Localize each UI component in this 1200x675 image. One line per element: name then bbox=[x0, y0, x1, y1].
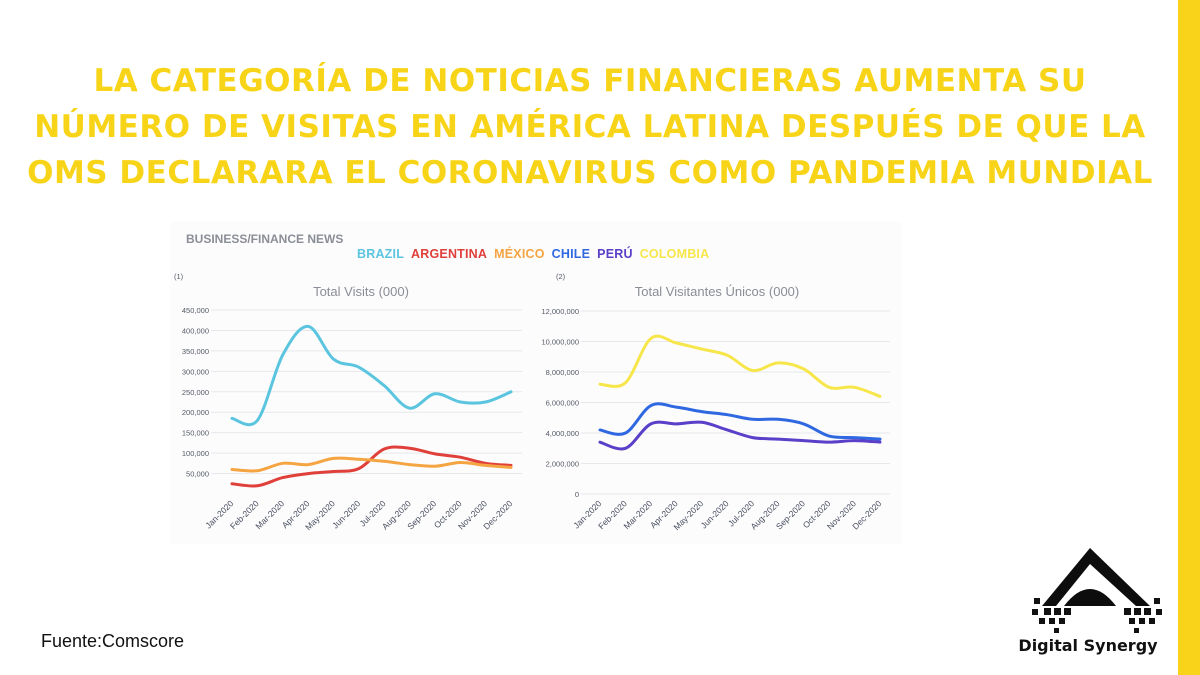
chart-panel bbox=[170, 222, 902, 544]
chart2-y-tick-label: 10,000,000 bbox=[541, 338, 579, 347]
chart2-y-tick-label: 2,000,000 bbox=[546, 460, 579, 469]
chart1-y-tick-label: 300,000 bbox=[182, 367, 209, 376]
digital-synergy-logo-icon bbox=[1032, 548, 1162, 633]
chart1-number-label: (1) bbox=[174, 272, 184, 281]
chart2-y-tick-label: 12,000,000 bbox=[541, 307, 579, 316]
chart1-y-tick-label: 350,000 bbox=[182, 347, 209, 356]
page-title: LA CATEGORÍA DE NOTICIAS FINANCIERAS AUM… bbox=[27, 63, 1153, 191]
chart1-series-brazil bbox=[230, 324, 513, 427]
chart2-title: Total Visitantes Únicos (000) bbox=[635, 284, 800, 299]
chart-legend: BRAZIL ARGENTINA MÉXICO CHILE PERÚ COLOMBIA bbox=[357, 247, 709, 261]
chart2-number-label: (2) bbox=[556, 272, 566, 281]
chart1-y-tick-label: 50,000 bbox=[186, 470, 209, 479]
chart1-y-tick-label: 150,000 bbox=[182, 429, 209, 438]
logo-text: Digital Synergy bbox=[1018, 636, 1158, 655]
chart1-x-tick-label: Jun-2020 bbox=[330, 498, 362, 530]
legend-item-colombia: COLOMBIA bbox=[639, 247, 710, 261]
chart2-y-tick-label: 4,000,000 bbox=[546, 429, 579, 438]
legend-item-chile: CHILE bbox=[551, 247, 591, 261]
chart2-x-tick-label: Jun-2020 bbox=[699, 498, 731, 530]
chart1-y-tick-label: 200,000 bbox=[182, 408, 209, 417]
chart1-series-méxico bbox=[230, 456, 513, 473]
logo bbox=[1004, 542, 1174, 667]
source-note: Fuente:Comscore bbox=[41, 631, 185, 651]
chart1-title: Total Visits (000) bbox=[313, 284, 409, 299]
chart2-y-tick-label: 0 bbox=[575, 490, 579, 499]
chart2-y-tick-label: 6,000,000 bbox=[546, 399, 579, 408]
chart2-y-tick-label: 8,000,000 bbox=[546, 368, 579, 377]
right-accent-bar bbox=[1178, 0, 1200, 675]
legend-item-perú: PERÚ bbox=[597, 247, 633, 261]
chart1-y-tick-label: 450,000 bbox=[182, 306, 209, 315]
panel-title: BUSINESS/FINANCE NEWS bbox=[186, 232, 344, 246]
legend-item-argentina: ARGENTINA bbox=[411, 247, 488, 261]
chart1-y-tick-label: 250,000 bbox=[182, 388, 209, 397]
chart2-series-chile bbox=[598, 402, 882, 441]
legend-item-brazil: BRAZIL bbox=[357, 247, 405, 261]
chart2-series-perú bbox=[598, 420, 882, 451]
chart1-y-tick-label: 100,000 bbox=[182, 449, 209, 458]
legend-item-méxico: MÉXICO bbox=[494, 247, 545, 261]
chart2-series-colombia bbox=[598, 334, 882, 398]
chart1-y-tick-label: 400,000 bbox=[182, 326, 209, 335]
